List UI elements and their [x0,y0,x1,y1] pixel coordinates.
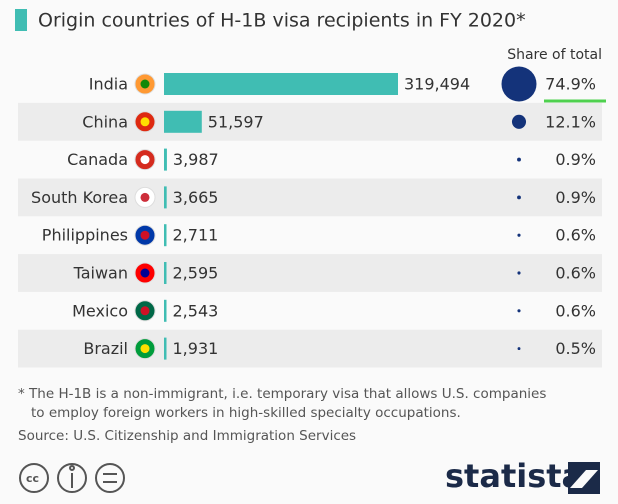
license-icons [19,463,125,493]
value-label: 2,543 [173,301,219,320]
value-label: 3,665 [173,188,219,207]
share-label: 0.9% [555,150,596,169]
category-label: Mexico [72,301,128,320]
share-label: 0.6% [555,301,596,320]
share-bubble [511,114,527,129]
chart-title: Origin countries of H-1B visa recipients… [38,10,526,32]
bar [164,148,167,171]
category-label: Canada [67,150,128,169]
flag-detail [140,155,150,165]
bar [164,186,167,209]
share-label: 0.5% [555,339,596,358]
value-label: 3,987 [173,150,219,169]
bar [164,262,167,284]
row-band [18,178,602,217]
value-label: 319,494 [404,75,470,94]
category-label: China [82,112,128,131]
flag-detail [140,230,150,240]
share-bubble [517,195,521,200]
category-label: South Korea [31,188,128,207]
share-label: 0.6% [555,226,596,245]
value-label: 1,931 [173,339,219,358]
cc-icon-text: cc [26,472,39,485]
flag-detail [140,117,150,127]
flag-detail [140,344,150,354]
bar [164,73,398,95]
brand-logo [568,462,600,494]
row-band [18,102,602,141]
category-label: Philippines [42,226,128,245]
share-bubble [517,271,521,275]
share-label: 0.6% [555,264,596,283]
value-label: 2,595 [173,264,219,283]
bar [164,224,167,247]
bar [164,337,167,360]
bar [164,299,167,322]
category-label: India [89,75,128,94]
share-label: 74.9% [545,75,596,94]
category-label: Taiwan [73,264,128,283]
share-label: 12.1% [545,112,596,131]
value-label: 51,597 [208,112,264,131]
row-band [18,329,602,368]
share-bubble [517,309,521,313]
share-header: Share of total [507,47,602,63]
share-bubble [501,66,537,102]
row-band [18,254,602,292]
flag-detail [140,192,150,202]
title-marker [15,9,27,31]
source: Source: U.S. Citizenship and Immigration… [18,428,356,444]
footnote: * The H-1B is a non-immigrant, i.e. temp… [18,386,546,402]
bar [164,110,202,133]
flag-detail [140,306,150,316]
category-label: Brazil [83,339,128,358]
flag-detail [140,79,150,89]
flag-detail [140,268,150,278]
footnote: to employ foreign workers in high-skille… [31,405,461,421]
value-label: 2,711 [173,226,219,245]
share-bubble [517,233,521,237]
share-label: 0.9% [555,188,596,207]
brand: statista [445,457,583,495]
share-bubble [517,347,521,351]
share-bubble [517,157,521,162]
